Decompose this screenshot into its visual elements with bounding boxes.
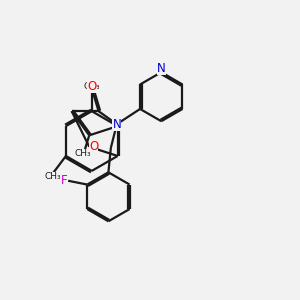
Text: CH₃: CH₃ — [45, 172, 61, 181]
Text: N: N — [112, 118, 121, 131]
Text: N: N — [157, 62, 166, 75]
Text: O: O — [89, 140, 98, 153]
Text: CH₃: CH₃ — [74, 149, 91, 158]
Text: CH₃: CH₃ — [83, 82, 100, 91]
Text: O: O — [88, 80, 97, 93]
Text: F: F — [61, 174, 68, 187]
